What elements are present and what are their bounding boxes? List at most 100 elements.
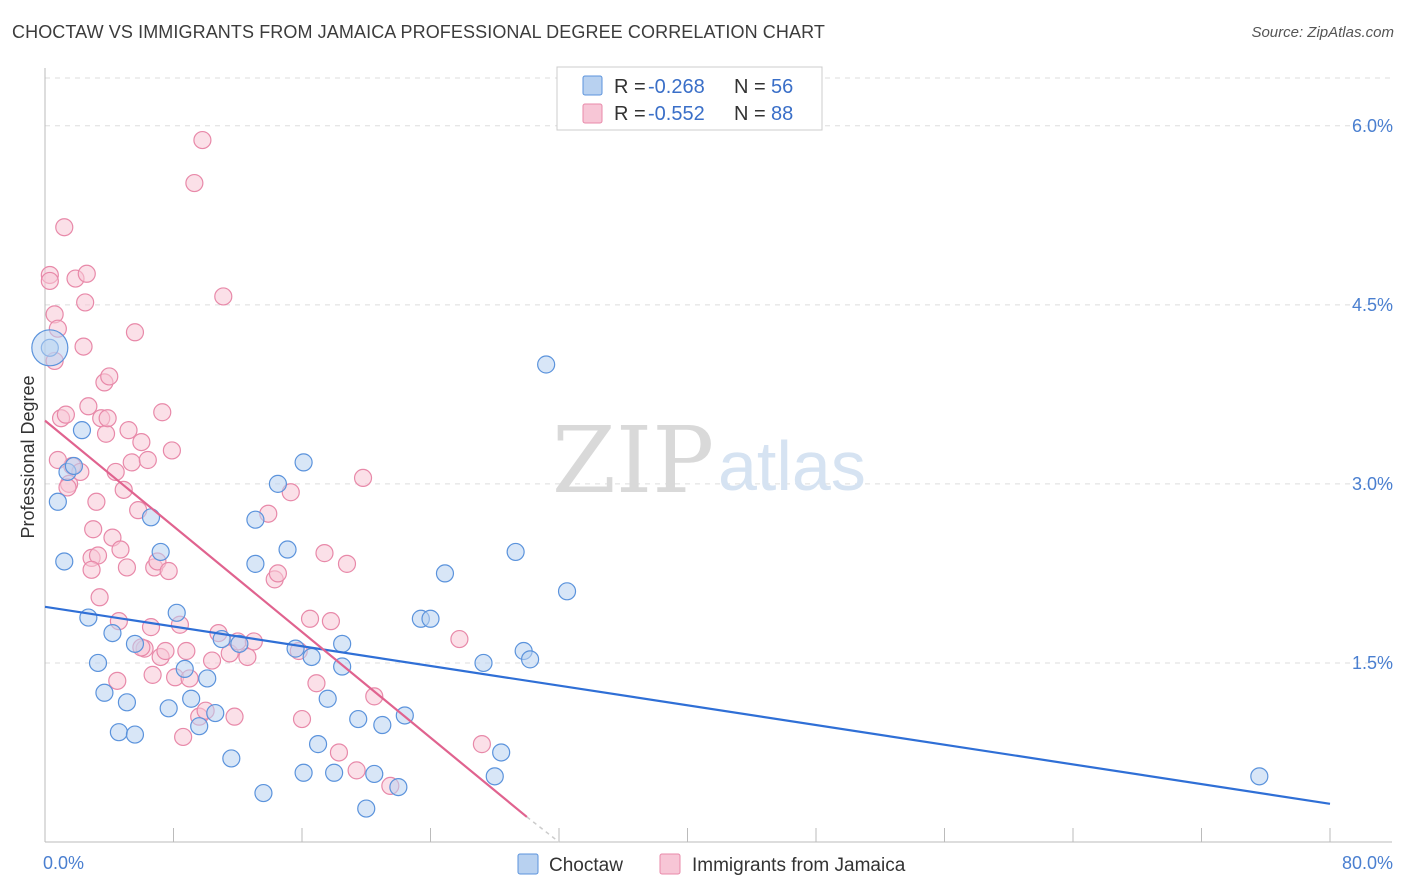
choctaw-point bbox=[373, 715, 392, 735]
legend-jamaica-label: Immigrants from Jamaica bbox=[692, 855, 906, 876]
choctaw-point bbox=[278, 540, 297, 559]
jamaica-point bbox=[79, 397, 98, 416]
jamaica-point bbox=[281, 483, 300, 502]
jamaica-point bbox=[77, 264, 96, 283]
choctaw-point bbox=[286, 639, 305, 658]
choctaw-point bbox=[182, 689, 201, 708]
x-tick-labels: 0.0% 80.0% bbox=[43, 853, 1393, 873]
jamaica-point bbox=[122, 453, 141, 472]
jamaica-point bbox=[174, 727, 193, 747]
choctaw-point bbox=[48, 492, 67, 511]
jamaica-point bbox=[55, 218, 74, 237]
choctaw-point bbox=[349, 709, 368, 729]
legend-swatch-choctaw bbox=[582, 75, 603, 96]
choctaw-point bbox=[268, 474, 288, 493]
x-tick-label: 0.0% bbox=[43, 853, 84, 873]
jamaica-point bbox=[450, 629, 469, 649]
choctaw-point bbox=[485, 767, 504, 786]
jamaica-point bbox=[84, 520, 103, 539]
choctaw-point bbox=[474, 653, 493, 673]
jamaica-point bbox=[307, 674, 326, 693]
legend-r-value-1: -0.268 bbox=[648, 76, 705, 98]
watermark-zip: ZIP bbox=[552, 407, 714, 514]
y-tick-label: 6.0% bbox=[1352, 116, 1393, 136]
jamaica-point bbox=[329, 743, 349, 762]
choctaw-point-large bbox=[31, 329, 69, 367]
jamaica-point bbox=[56, 405, 75, 424]
choctaw-point bbox=[117, 693, 137, 712]
choctaw-point bbox=[294, 453, 313, 472]
choctaw-point bbox=[175, 659, 194, 679]
choctaw-point bbox=[167, 603, 186, 622]
jamaica-point bbox=[143, 665, 162, 684]
source-label: Source: ZipAtlas.com bbox=[1251, 24, 1394, 41]
choctaw-point bbox=[88, 653, 108, 673]
choctaw-point bbox=[95, 683, 114, 702]
x-tick-label: 80.0% bbox=[1342, 853, 1393, 873]
choctaw-point bbox=[537, 355, 556, 374]
jamaica-point bbox=[202, 651, 222, 670]
choctaw-point bbox=[365, 764, 384, 784]
choctaw-point bbox=[333, 634, 352, 653]
jamaica-point bbox=[74, 337, 93, 356]
jamaica-point bbox=[365, 687, 384, 706]
jamaica-trend-line bbox=[44, 419, 528, 818]
jamaica-point bbox=[119, 421, 138, 440]
choctaw-point bbox=[64, 456, 84, 476]
jamaica-point bbox=[472, 735, 491, 754]
jamaica-point bbox=[100, 367, 119, 386]
legend-n-label-1: N = bbox=[734, 76, 766, 98]
jamaica-point bbox=[315, 544, 334, 563]
jamaica-point bbox=[108, 671, 127, 690]
choctaw-point bbox=[506, 542, 525, 562]
jamaica-point bbox=[156, 641, 175, 661]
choctaw-point bbox=[1250, 767, 1269, 786]
jamaica-point bbox=[40, 271, 59, 291]
jamaica-point bbox=[225, 707, 244, 726]
choctaw-point bbox=[294, 763, 313, 782]
jamaica-point bbox=[96, 424, 116, 443]
choctaw-point bbox=[151, 542, 170, 562]
choctaw-point bbox=[222, 749, 241, 768]
choctaw-point bbox=[206, 703, 225, 723]
y-tick-label: 4.5% bbox=[1352, 295, 1393, 315]
jamaica-point bbox=[114, 480, 133, 499]
jamaica-point bbox=[177, 641, 196, 661]
legend-choctaw-swatch bbox=[517, 853, 539, 875]
legend-r-value-2: -0.552 bbox=[648, 103, 705, 125]
jamaica-point bbox=[132, 432, 151, 452]
legend-n-value-1: 56 bbox=[771, 76, 793, 98]
choctaw-point bbox=[246, 554, 265, 573]
jamaica-point bbox=[185, 173, 204, 193]
jamaica-point bbox=[321, 612, 341, 631]
jamaica-point bbox=[347, 761, 366, 780]
y-tick-label: 3.0% bbox=[1352, 474, 1393, 494]
choctaw-point bbox=[230, 634, 249, 653]
choctaw-point bbox=[198, 669, 217, 688]
jamaica-point bbox=[353, 468, 373, 488]
legend-n-value-2: 88 bbox=[771, 103, 793, 125]
legend-r-label-2: R = bbox=[614, 103, 646, 125]
jamaica-point bbox=[76, 293, 95, 312]
series-legend: Choctaw Immigrants from Jamaica bbox=[517, 853, 906, 876]
legend-jamaica-swatch bbox=[659, 853, 681, 875]
grid bbox=[45, 77, 1392, 664]
choctaw-point bbox=[520, 650, 540, 669]
choctaw-point bbox=[421, 609, 440, 628]
jamaica-point bbox=[238, 647, 257, 667]
choctaw-point bbox=[254, 783, 273, 803]
jamaica-point bbox=[82, 560, 101, 579]
y-axis-label: Professional Degree bbox=[18, 375, 38, 538]
jamaica-point bbox=[48, 450, 67, 470]
choctaw-point bbox=[325, 763, 344, 782]
legend-swatch-jamaica bbox=[582, 103, 603, 124]
choctaw-point bbox=[492, 743, 511, 762]
jamaica-point bbox=[153, 403, 172, 422]
legend-choctaw-label: Choctaw bbox=[549, 855, 623, 876]
stats-legend: R = -0.268 N = 56 R = -0.552 N = 88 bbox=[556, 66, 823, 131]
choctaw-point bbox=[435, 564, 455, 583]
choctaw-point bbox=[109, 723, 128, 742]
choctaw-point bbox=[72, 421, 92, 440]
watermark: ZIP atlas bbox=[552, 407, 866, 514]
